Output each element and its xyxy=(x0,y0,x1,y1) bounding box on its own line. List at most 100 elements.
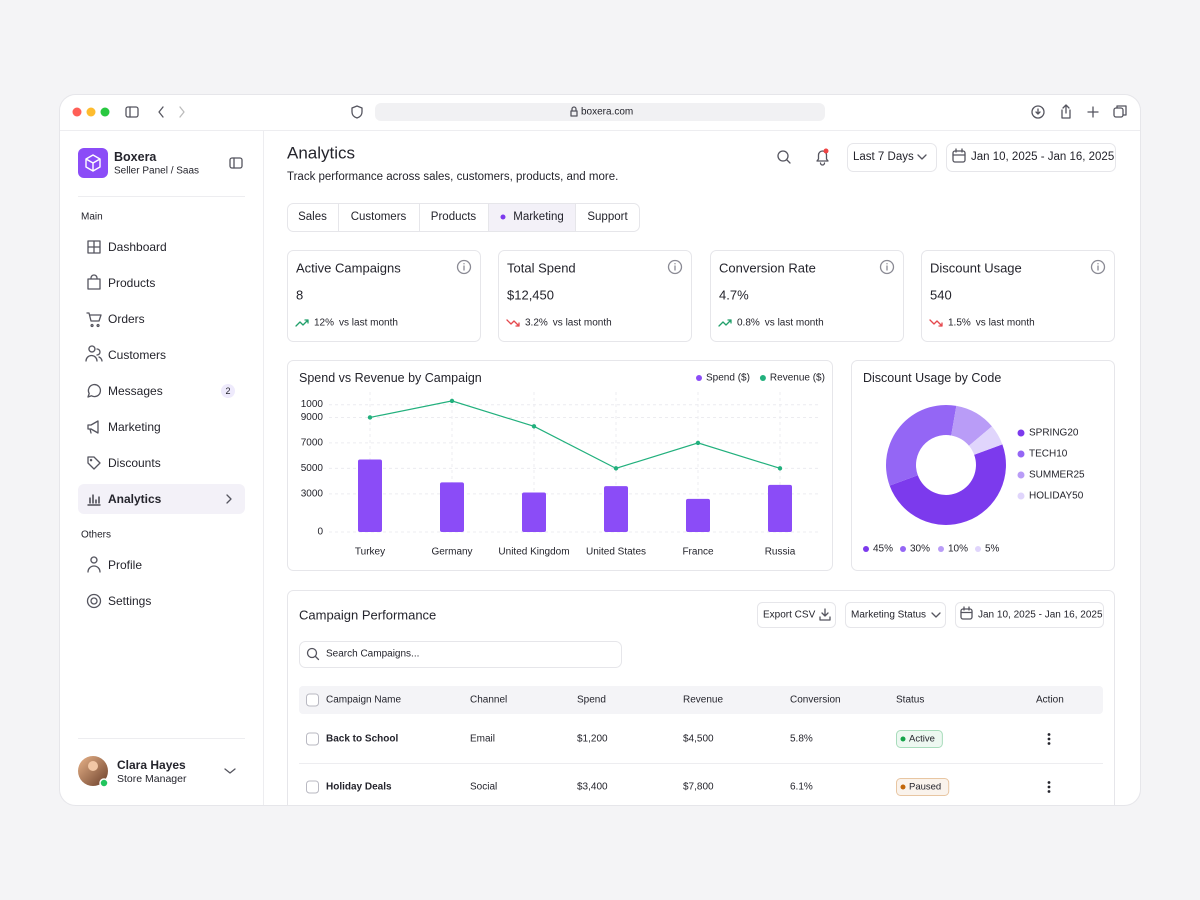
chart-title: Spend vs Revenue by Campaign xyxy=(299,371,482,385)
row-action-menu[interactable] xyxy=(1047,781,1051,793)
nav-label: Profile xyxy=(108,558,142,572)
legend-swatch xyxy=(1017,471,1025,479)
tab[interactable]: Marketing xyxy=(488,204,564,231)
kpi-title: Conversion Rate xyxy=(719,261,816,276)
row-checkbox[interactable] xyxy=(306,780,319,794)
window-outline xyxy=(59,94,1141,806)
tab[interactable]: Support xyxy=(575,204,629,231)
tab-label: Products xyxy=(431,211,477,223)
nav-item[interactable]: Dashboard xyxy=(87,240,167,254)
bar xyxy=(686,498,710,532)
date-range-button[interactable] xyxy=(946,143,1116,172)
nav-label: Dashboard xyxy=(108,240,167,254)
info-icon xyxy=(1090,259,1106,275)
kpi-note: vs last month xyxy=(339,318,398,329)
search-input[interactable] xyxy=(299,641,622,668)
export-button[interactable] xyxy=(757,602,836,628)
status-text: Paused xyxy=(909,782,941,793)
search-button[interactable] xyxy=(777,150,791,164)
x-tick-label: United Kingdom xyxy=(498,547,569,558)
nav-label: Analytics xyxy=(108,492,162,506)
tab[interactable]: Sales xyxy=(298,211,327,223)
row-checkbox[interactable] xyxy=(306,732,319,746)
calendar-icon xyxy=(952,148,966,163)
table-date-text: Jan 10, 2025 - Jan 16, 2025 xyxy=(978,610,1103,621)
nav-item[interactable]: Products xyxy=(87,274,155,290)
date-range-text: Jan 10, 2025 - Jan 16, 2025 xyxy=(971,151,1114,163)
select-all-checkbox[interactable] xyxy=(306,693,319,707)
trend-arrow xyxy=(295,319,309,327)
url-text: boxera.com xyxy=(581,107,633,118)
value-label: 5% xyxy=(985,544,1000,555)
legend-label: TECH10 xyxy=(1029,449,1068,460)
status-badge: Active xyxy=(896,730,943,748)
tab-active-dot xyxy=(500,214,506,220)
nav-item[interactable]: Marketing xyxy=(87,420,161,434)
table-cell: Holiday Deals xyxy=(326,782,392,793)
column-header: Spend xyxy=(577,695,606,706)
kpi-value: 4.7% xyxy=(719,288,749,303)
tab[interactable]: Products xyxy=(419,204,477,231)
page-title: Analytics xyxy=(287,144,355,163)
collapse-sidebar[interactable] xyxy=(229,157,243,169)
nav-active-chevron xyxy=(226,494,232,504)
url-bar[interactable] xyxy=(375,103,825,121)
nav-icon xyxy=(87,556,101,573)
row-action-menu[interactable] xyxy=(1047,733,1051,745)
legend-swatch xyxy=(1017,492,1025,500)
trend-arrow xyxy=(718,319,732,327)
nav-item[interactable]: Messages 2 xyxy=(87,383,235,398)
download-icon xyxy=(819,608,831,621)
nav-item[interactable]: Discounts xyxy=(87,456,161,470)
brand-cube xyxy=(85,154,101,172)
user-menu-chevron[interactable] xyxy=(224,768,236,774)
kpi-change: 3.2% xyxy=(525,318,548,329)
line-point xyxy=(695,440,701,446)
nav-item[interactable]: Settings xyxy=(86,593,152,609)
kpi-card xyxy=(710,250,904,342)
minimize-dot[interactable] xyxy=(86,107,96,117)
notification-button[interactable] xyxy=(816,150,829,166)
status-filter[interactable] xyxy=(845,602,946,628)
info-icon xyxy=(667,259,683,275)
column-header: Campaign Name xyxy=(326,695,401,706)
nav-icon xyxy=(86,593,102,609)
kebab-dot xyxy=(1047,742,1051,745)
legend-swatch xyxy=(759,375,766,381)
user-name: Clara Hayes xyxy=(117,758,186,772)
tab-label: Marketing xyxy=(513,211,564,223)
table-cell: $7,800 xyxy=(683,782,714,793)
legend-label: Revenue ($) xyxy=(770,373,825,384)
table-date-button[interactable] xyxy=(955,602,1104,628)
zoom-dot[interactable] xyxy=(100,107,110,117)
user-role: Store Manager xyxy=(117,773,187,785)
donut-slice xyxy=(886,405,957,486)
nav-icon xyxy=(87,494,101,506)
value-swatch xyxy=(975,546,981,552)
close-dot[interactable] xyxy=(72,107,82,117)
nav-item[interactable]: Customers xyxy=(85,345,166,362)
table-cell: $4,500 xyxy=(683,734,714,745)
kpi-title: Active Campaigns xyxy=(296,261,401,276)
table-cell: 6.1% xyxy=(790,782,813,793)
status-badge: Paused xyxy=(896,778,950,796)
nav-item[interactable]: Profile xyxy=(87,556,142,573)
status-dot xyxy=(900,784,906,790)
value-label: 30% xyxy=(910,544,930,555)
trend-arrow xyxy=(506,319,520,327)
nav-item[interactable]: Analytics xyxy=(78,484,245,514)
table-cell: Social xyxy=(470,782,497,793)
kpi-change: 12% xyxy=(314,318,334,329)
kpi-value: 8 xyxy=(296,288,303,303)
table-cell: $1,200 xyxy=(577,734,608,745)
nav-section-label: Others xyxy=(81,530,111,541)
line xyxy=(369,400,781,470)
y-tick-label: 3000 xyxy=(301,488,324,499)
nav-item[interactable]: Orders xyxy=(86,312,145,328)
period-select[interactable] xyxy=(847,143,937,172)
y-tick-label: 5000 xyxy=(301,463,324,474)
avatar-face xyxy=(88,761,98,771)
kpi-note: vs last month xyxy=(976,318,1035,329)
tab[interactable]: Customers xyxy=(338,204,407,231)
